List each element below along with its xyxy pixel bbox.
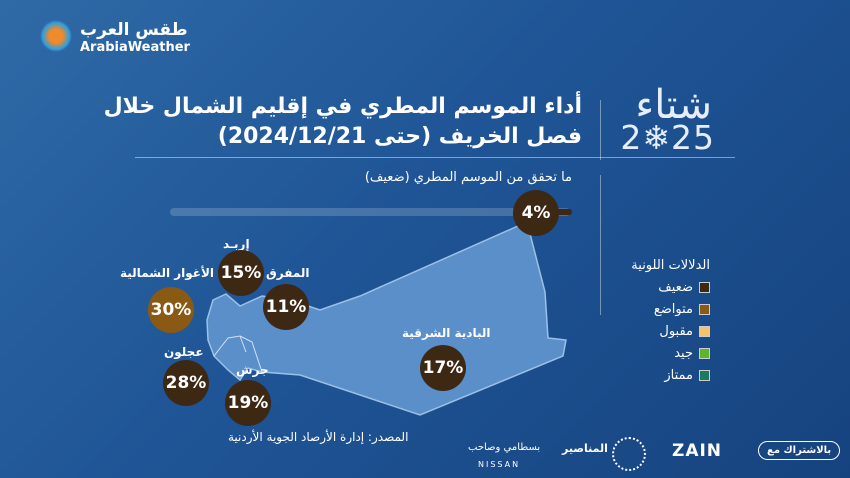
overall-bubble: 4%: [513, 190, 559, 236]
region-value-irbid: 15%: [218, 250, 264, 296]
legend-swatch: [699, 304, 710, 315]
divider: [600, 175, 601, 315]
legend-item: ضعيف: [658, 280, 710, 295]
region-label-irbid: إربـد: [223, 237, 250, 251]
region-label-ajloun: عجلون: [164, 345, 204, 359]
legend-title: الدلالات اللونية: [631, 258, 710, 273]
page-title: أداء الموسم المطري في إقليم الشمال خلال …: [103, 94, 582, 149]
legend-label: ممتاز: [664, 368, 693, 383]
legend-item: جيد: [674, 346, 710, 361]
divider: [135, 157, 735, 158]
legend-label: جيد: [674, 346, 693, 361]
region-label-badia: البادية الشرقية: [402, 326, 491, 340]
region-label-jerash: جرش: [236, 363, 269, 377]
legend-swatch: [699, 348, 710, 359]
legend-item: ممتاز: [664, 368, 710, 383]
region-value-ajloun: 28%: [163, 360, 209, 406]
overall-progress-track: [170, 208, 570, 216]
region-value-jerash: 19%: [225, 380, 271, 426]
region-value-north-ghor: 30%: [148, 287, 194, 333]
legend-label: متواضع: [653, 302, 693, 317]
region-label-mafraq: المفرق: [266, 266, 310, 280]
brand-name-ar: طقس العرب: [80, 20, 188, 40]
divider: [600, 100, 601, 160]
manaseer-logo-icon: [612, 437, 646, 471]
region-label-north-ghor: الأغوار الشمالية: [120, 266, 215, 280]
partner-badge: بالاشتراك مع: [758, 441, 841, 460]
nissan-logo: NISSAN: [478, 460, 521, 469]
season-year: 2❄25: [620, 118, 715, 157]
region-value-mafraq: 11%: [263, 284, 309, 330]
source-note: المصدر: إدارة الأرصاد الجوية الأردنية: [228, 430, 409, 444]
brand-name-en: ArabiaWeather: [80, 40, 190, 55]
legend-label: ضعيف: [658, 280, 693, 295]
legend-swatch: [699, 282, 710, 293]
nissan-dealer-name: بسطامي وصاحب: [468, 442, 541, 453]
legend-item: متواضع: [654, 302, 710, 317]
legend-swatch: [699, 370, 710, 381]
legend-item: مقبول: [659, 324, 710, 339]
overall-label: ما تحقق من الموسم المطري (ضعيف): [364, 170, 572, 185]
zain-logo: ZAIN: [672, 441, 723, 461]
legend-label: مقبول: [659, 324, 693, 339]
manaseer-logo: المناصير: [562, 442, 608, 455]
region-value-badia: 17%: [420, 345, 466, 391]
legend-swatch: [699, 326, 710, 337]
season-word: شتاء: [635, 82, 712, 128]
logo-icon: [40, 20, 72, 52]
